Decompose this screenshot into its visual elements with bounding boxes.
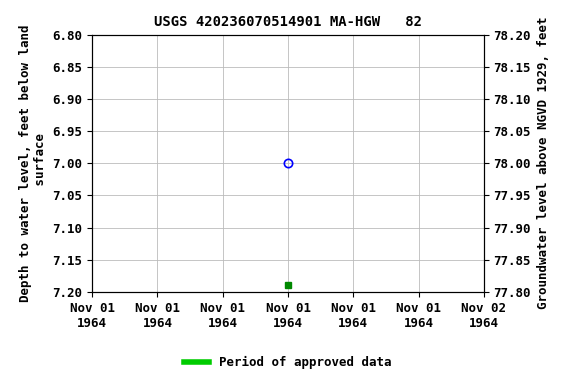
Title: USGS 420236070514901 MA-HGW   82: USGS 420236070514901 MA-HGW 82 (154, 15, 422, 29)
Y-axis label: Depth to water level, feet below land
 surface: Depth to water level, feet below land su… (19, 25, 47, 302)
Legend: Period of approved data: Period of approved data (179, 351, 397, 374)
Y-axis label: Groundwater level above NGVD 1929, feet: Groundwater level above NGVD 1929, feet (537, 17, 550, 310)
